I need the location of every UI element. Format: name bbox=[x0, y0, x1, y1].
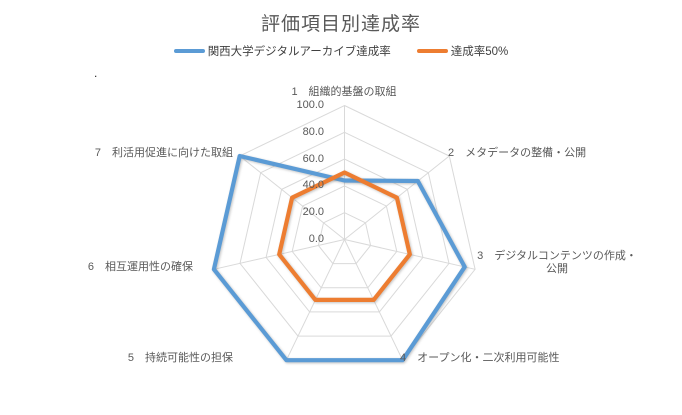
category-label-2: 2 メタデータの整備・公開 bbox=[448, 147, 587, 159]
legend-item-series1[interactable]: 関西大学デジタルアーカイブ達成率 bbox=[173, 43, 391, 59]
grid-ring-20 bbox=[317, 212, 372, 265]
chart-title: 評価項目別達成率 bbox=[260, 14, 421, 35]
grid-ring-40 bbox=[291, 185, 398, 289]
category-label-5: 5 持続可能性の担保 bbox=[127, 352, 233, 364]
radial-tick-label-40.0: 40.0 bbox=[302, 179, 324, 192]
category-label-4: 4 オープン化・二次利用可能性 bbox=[400, 352, 560, 364]
series-polygon-1[interactable] bbox=[211, 153, 467, 363]
category-label-6: 6 相互運用性の確保 bbox=[87, 261, 193, 273]
category-label-7: 7 利活用促進に向けた取組 bbox=[94, 147, 233, 159]
category-label-3: 3 デジタルコンテンツの作成・ 公開 bbox=[477, 250, 637, 275]
legend-item-series2[interactable]: 達成率50% bbox=[416, 43, 509, 59]
radial-tick-label-60.0: 60.0 bbox=[302, 152, 324, 165]
series1-line-swatch-icon bbox=[173, 49, 205, 53]
series-polygon-2[interactable] bbox=[277, 170, 412, 302]
grid-ring-80 bbox=[239, 131, 450, 337]
legend-label-series2: 達成率50% bbox=[450, 46, 509, 58]
stray-period-mark: . bbox=[94, 66, 98, 80]
series2-line-swatch-icon bbox=[416, 49, 448, 53]
category-label-1: 1 組織的基盤の取組 bbox=[291, 86, 397, 98]
legend-label-series1: 関西大学デジタルアーカイブ達成率 bbox=[207, 46, 391, 58]
radial-tick-label-0.0: 0.0 bbox=[308, 233, 324, 245]
radial-tick-label-80.0: 80.0 bbox=[302, 125, 324, 138]
chart-legend: 関西大学デジタルアーカイブ達成率 達成率50% bbox=[0, 43, 682, 59]
grid-ring-60 bbox=[265, 158, 424, 313]
radial-tick-label-20.0: 20.0 bbox=[302, 206, 324, 219]
radial-tick-label-100.0: 100.0 bbox=[296, 99, 324, 111]
